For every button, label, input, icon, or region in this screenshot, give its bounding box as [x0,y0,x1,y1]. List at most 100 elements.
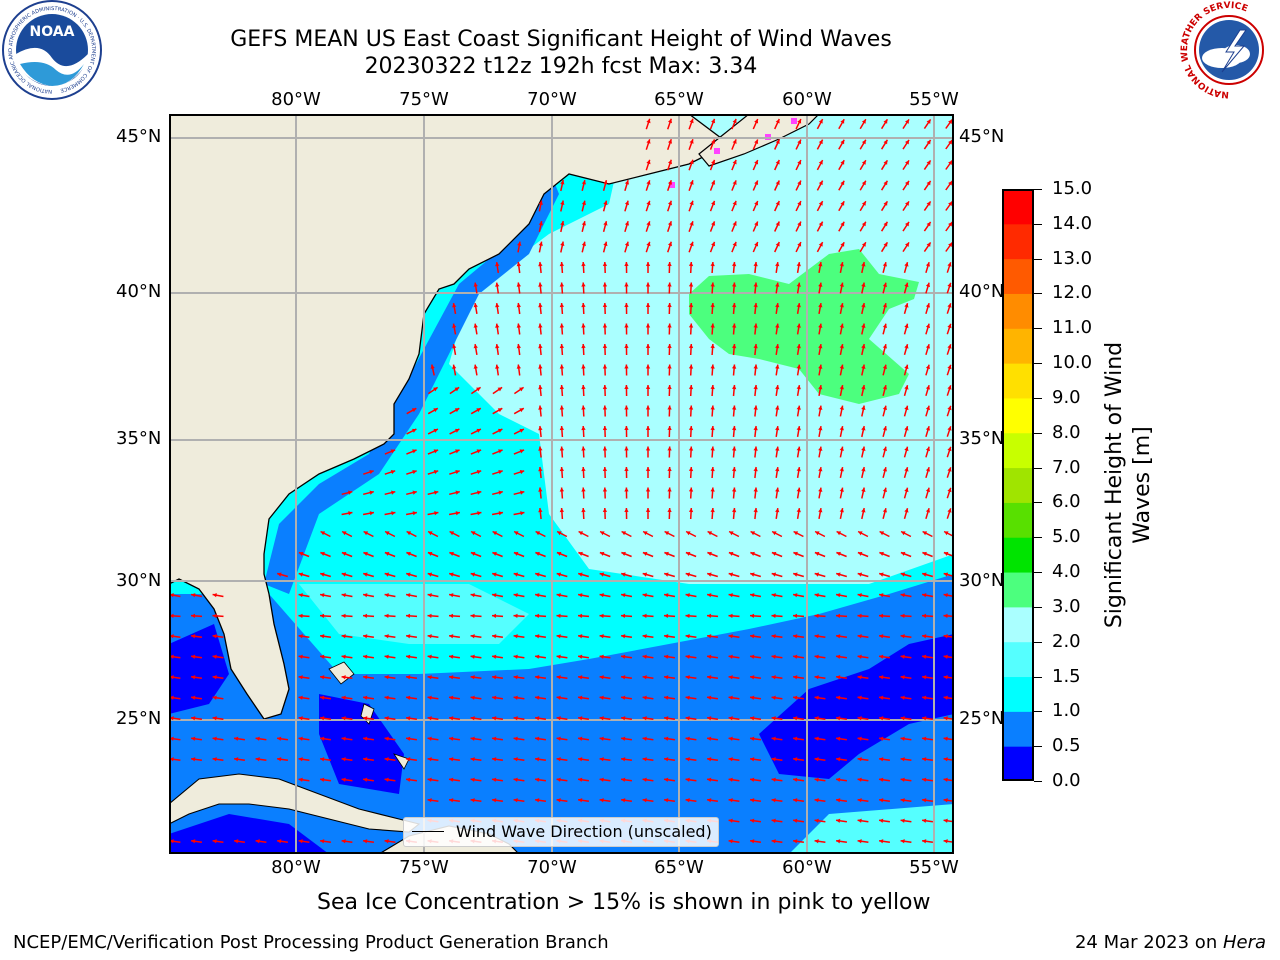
wind-arrow-head [857,551,863,556]
wind-arrow-head [711,159,716,165]
wind-arrow-head [925,426,930,431]
wind-arrow-head [707,695,712,700]
wind-arrow-head [369,490,374,495]
wind-arrow-head [797,221,802,227]
wind-arrow-head [520,511,525,516]
wind-arrow-head [538,508,543,513]
wind-arrow-head [363,839,368,844]
colorbar-segment [1002,606,1034,643]
wind-arrow-head [277,839,282,844]
wind-arrow-head [599,798,604,803]
wind-arrow-head [473,323,478,328]
wind-arrow-head [169,675,174,680]
wind-arrow-head [710,508,715,513]
wind-arrow-head [861,323,866,328]
colorbar-segment [1002,258,1034,294]
wind-arrow-head [535,551,540,556]
wind-arrow-head [922,613,927,618]
wind-arrow-head [750,818,755,823]
wind-arrow-head [646,159,651,165]
wind-arrow-head [556,777,561,782]
wind-arrow-head [406,716,411,721]
wind-arrow-head [621,654,626,659]
wind-arrow-head [363,757,368,762]
wind-arrow-head [732,303,737,308]
wind-arrow-head [879,757,884,762]
wind-arrow-head [498,490,503,495]
wind-arrow-head [578,716,583,721]
wind-arrow-head [900,757,905,762]
wind-arrow-head [427,798,432,803]
wind-arrow-head [476,387,481,392]
wind-arrow-head [879,654,884,659]
wind-arrow-head [320,634,325,639]
wind-arrow-head [581,508,586,513]
wind-arrow-head [449,551,454,556]
wind-arrow-head [818,303,823,308]
wind-arrow-head [602,405,608,410]
wind-arrow-head [449,531,455,536]
wind-arrow-head [516,323,521,328]
wind-arrow-head [922,675,927,680]
wind-arrow-head [621,572,626,577]
wind-arrow-head [406,593,411,598]
wind-arrow-head [624,467,629,471]
svg-text:NOAA: NOAA [30,24,75,40]
wind-arrow-head [861,426,866,431]
wind-arrow-head [904,487,909,493]
wind-arrow-head [363,593,368,598]
wind-arrow-head [363,613,368,618]
wind-arrow-head [535,777,540,782]
wind-arrow-head [455,428,460,433]
wind-arrow-head [711,221,716,226]
wind-arrow-head [559,323,564,328]
wind-arrow-head [169,695,174,700]
wind-arrow-head [538,303,543,308]
wind-arrow-head [839,385,844,390]
wind-arrow-head [212,839,217,844]
wind-arrow-head [775,467,780,472]
wind-arrow-head [412,428,417,433]
colorbar-segment [1002,467,1034,503]
wind-arrow-head [814,777,819,782]
wind-arrow-head [602,385,608,389]
wind-arrow-head [926,242,931,247]
wind-arrow-head [277,757,282,762]
wind-arrow-head [667,385,672,389]
wind-arrow-head [538,200,543,205]
wind-arrow-head [947,508,952,513]
wind-arrow-head [667,487,672,492]
wind-arrow-head [495,323,500,328]
wind-arrow-head [470,634,475,639]
wind-arrow-head [728,613,733,618]
wind-arrow-head [732,262,737,267]
wind-arrow-head [707,593,712,598]
wind-arrow-head [796,303,801,308]
wind-arrow-head [797,119,802,124]
wind-arrow-head [775,426,780,431]
wind-arrow-head [814,675,819,680]
colorbar-tick-mark [1034,397,1042,399]
wind-arrow-head [750,736,755,741]
wind-arrow-head [750,839,755,844]
wind-arrow-head [667,426,672,430]
wind-arrow-head [689,241,694,247]
wind-arrow-head [861,508,866,513]
wind-arrow-head [667,344,672,348]
wind-arrow-head [882,282,887,287]
wind-arrow-head [348,490,353,495]
wind-arrow-head [578,531,584,536]
wind-arrow-head [384,654,389,659]
wind-arrow-head [685,593,690,598]
wind-arrow-head [384,593,389,598]
colorbar-tick-mark [1034,711,1042,713]
wind-arrow-head [624,262,629,266]
wind-arrow-head [519,470,525,475]
wind-arrow-head [621,736,626,741]
wind-arrow-head [858,531,863,536]
wind-arrow-head [320,736,325,741]
wind-arrow-head [492,736,497,741]
wind-arrow-head [797,242,802,247]
wind-arrow-head [710,323,715,328]
coastal-calm-band [264,169,559,594]
